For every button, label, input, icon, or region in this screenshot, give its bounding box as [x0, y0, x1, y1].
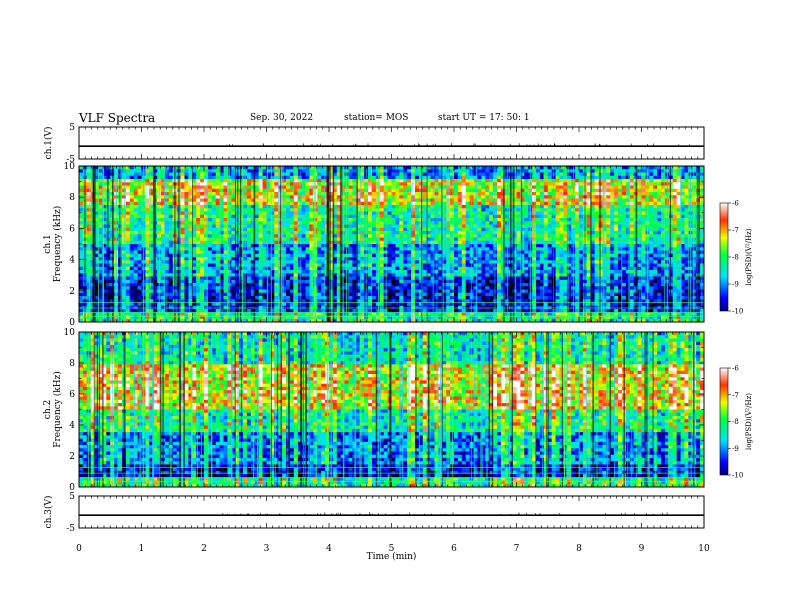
ch1-spectrogram-ylabel: Frequency (kHz)	[52, 206, 63, 283]
ch1-spectrogram-ytick-label: 2	[69, 287, 75, 297]
ch1-spectrogram-colorbar-tick-label: -9	[732, 281, 739, 289]
ch3-waveform-ylabel: ch.3(V)	[43, 496, 54, 529]
ch1-spectrogram-colorbar-tick-label: -7	[732, 227, 739, 235]
xtick-label: 3	[264, 544, 270, 554]
ch2-spectrogram-colorbar-tick-label: -8	[732, 418, 739, 426]
ch1-spectrogram-ytick-label: 6	[69, 224, 75, 234]
ch2-spectrogram-ytick-label: 10	[64, 328, 76, 338]
ch1-spectrogram-colorbar	[719, 202, 729, 312]
xtick-label: 5	[389, 544, 395, 554]
ch2-spectrogram-colorbar-tick-label: -9	[732, 445, 739, 453]
ch2-spectrogram-ylabel: Frequency (kHz)	[52, 371, 63, 448]
ch2-spectrogram-colorbar-tick-label: -7	[732, 391, 739, 399]
ch1-spectrogram-colorbar-tick-label: -10	[732, 308, 743, 316]
ch1-waveform-ytick-label: -5	[66, 155, 75, 165]
ch1-spectrogram-ylabel-channel: ch.1	[43, 234, 53, 253]
ch3-waveform-ytick-label: -5	[66, 524, 75, 534]
ch2-spectrogram-ytick-label: 0	[69, 483, 75, 493]
x-axis-label: Time (min)	[367, 551, 417, 562]
ch2-spectrogram-colorbar-tick-label: -10	[732, 472, 743, 480]
xtick-label: 0	[76, 544, 82, 554]
header-title: VLF Spectra	[79, 111, 156, 125]
ch2-spectrogram-colorbar-label: log(PSD)(V²/Hz)	[745, 393, 753, 450]
ch2-spectrogram-ytick-label: 6	[69, 390, 75, 400]
ch1-spectrogram-ytick-label: 8	[69, 193, 75, 203]
ch1-spectrogram-colorbar-tick-label: -6	[732, 200, 739, 208]
xtick-label: 9	[639, 544, 645, 554]
xtick-label: 6	[451, 544, 457, 554]
header-station: station= MOS	[344, 113, 409, 123]
xtick-label: 4	[326, 544, 332, 554]
ch2-spectrogram-ytick-label: 8	[69, 359, 75, 369]
ch2-spectrogram-ytick-label: 2	[69, 452, 75, 462]
ch2-spectrogram-ytick-label: 4	[69, 421, 75, 431]
ch1-spectrogram-colorbar-label: log(PSD)(V²/Hz)	[745, 228, 753, 285]
ch1-spectrogram-ytick-label: 10	[64, 162, 76, 172]
header-start-time: start UT = 17: 50: 1	[438, 113, 530, 123]
ch1-waveform-ylabel: ch.1(V)	[43, 127, 54, 160]
xtick-label: 2	[201, 544, 207, 554]
ch2-spectrogram-colorbar-tick-label: -6	[732, 365, 739, 373]
ch2-spectrogram-colorbar	[719, 367, 729, 476]
ch1-spectrogram-colorbar-tick-label: -8	[732, 254, 739, 262]
xtick-label: 7	[514, 544, 520, 554]
xtick-label: 10	[698, 544, 710, 554]
xtick-label: 8	[576, 544, 582, 554]
ch2-spectrogram-spectrogram-image	[79, 332, 705, 488]
ch3-waveform-ytick-label: 5	[69, 492, 75, 502]
ch1-spectrogram-ytick-label: 0	[69, 318, 75, 328]
header-date: Sep. 30, 2022	[250, 113, 314, 123]
ch1-spectrogram-spectrogram-image	[79, 166, 705, 323]
ch2-spectrogram-ylabel-channel: ch.2	[43, 400, 53, 419]
ch1-spectrogram-ytick-label: 4	[69, 256, 75, 266]
ch1-waveform-ytick-label: 5	[69, 123, 75, 133]
xtick-label: 1	[139, 544, 145, 554]
